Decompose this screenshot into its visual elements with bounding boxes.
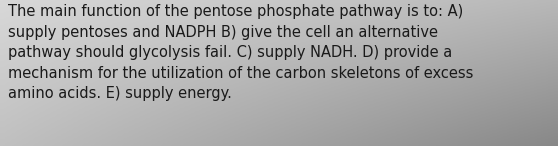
- Text: The main function of the pentose phosphate pathway is to: A)
supply pentoses and: The main function of the pentose phospha…: [8, 4, 474, 101]
